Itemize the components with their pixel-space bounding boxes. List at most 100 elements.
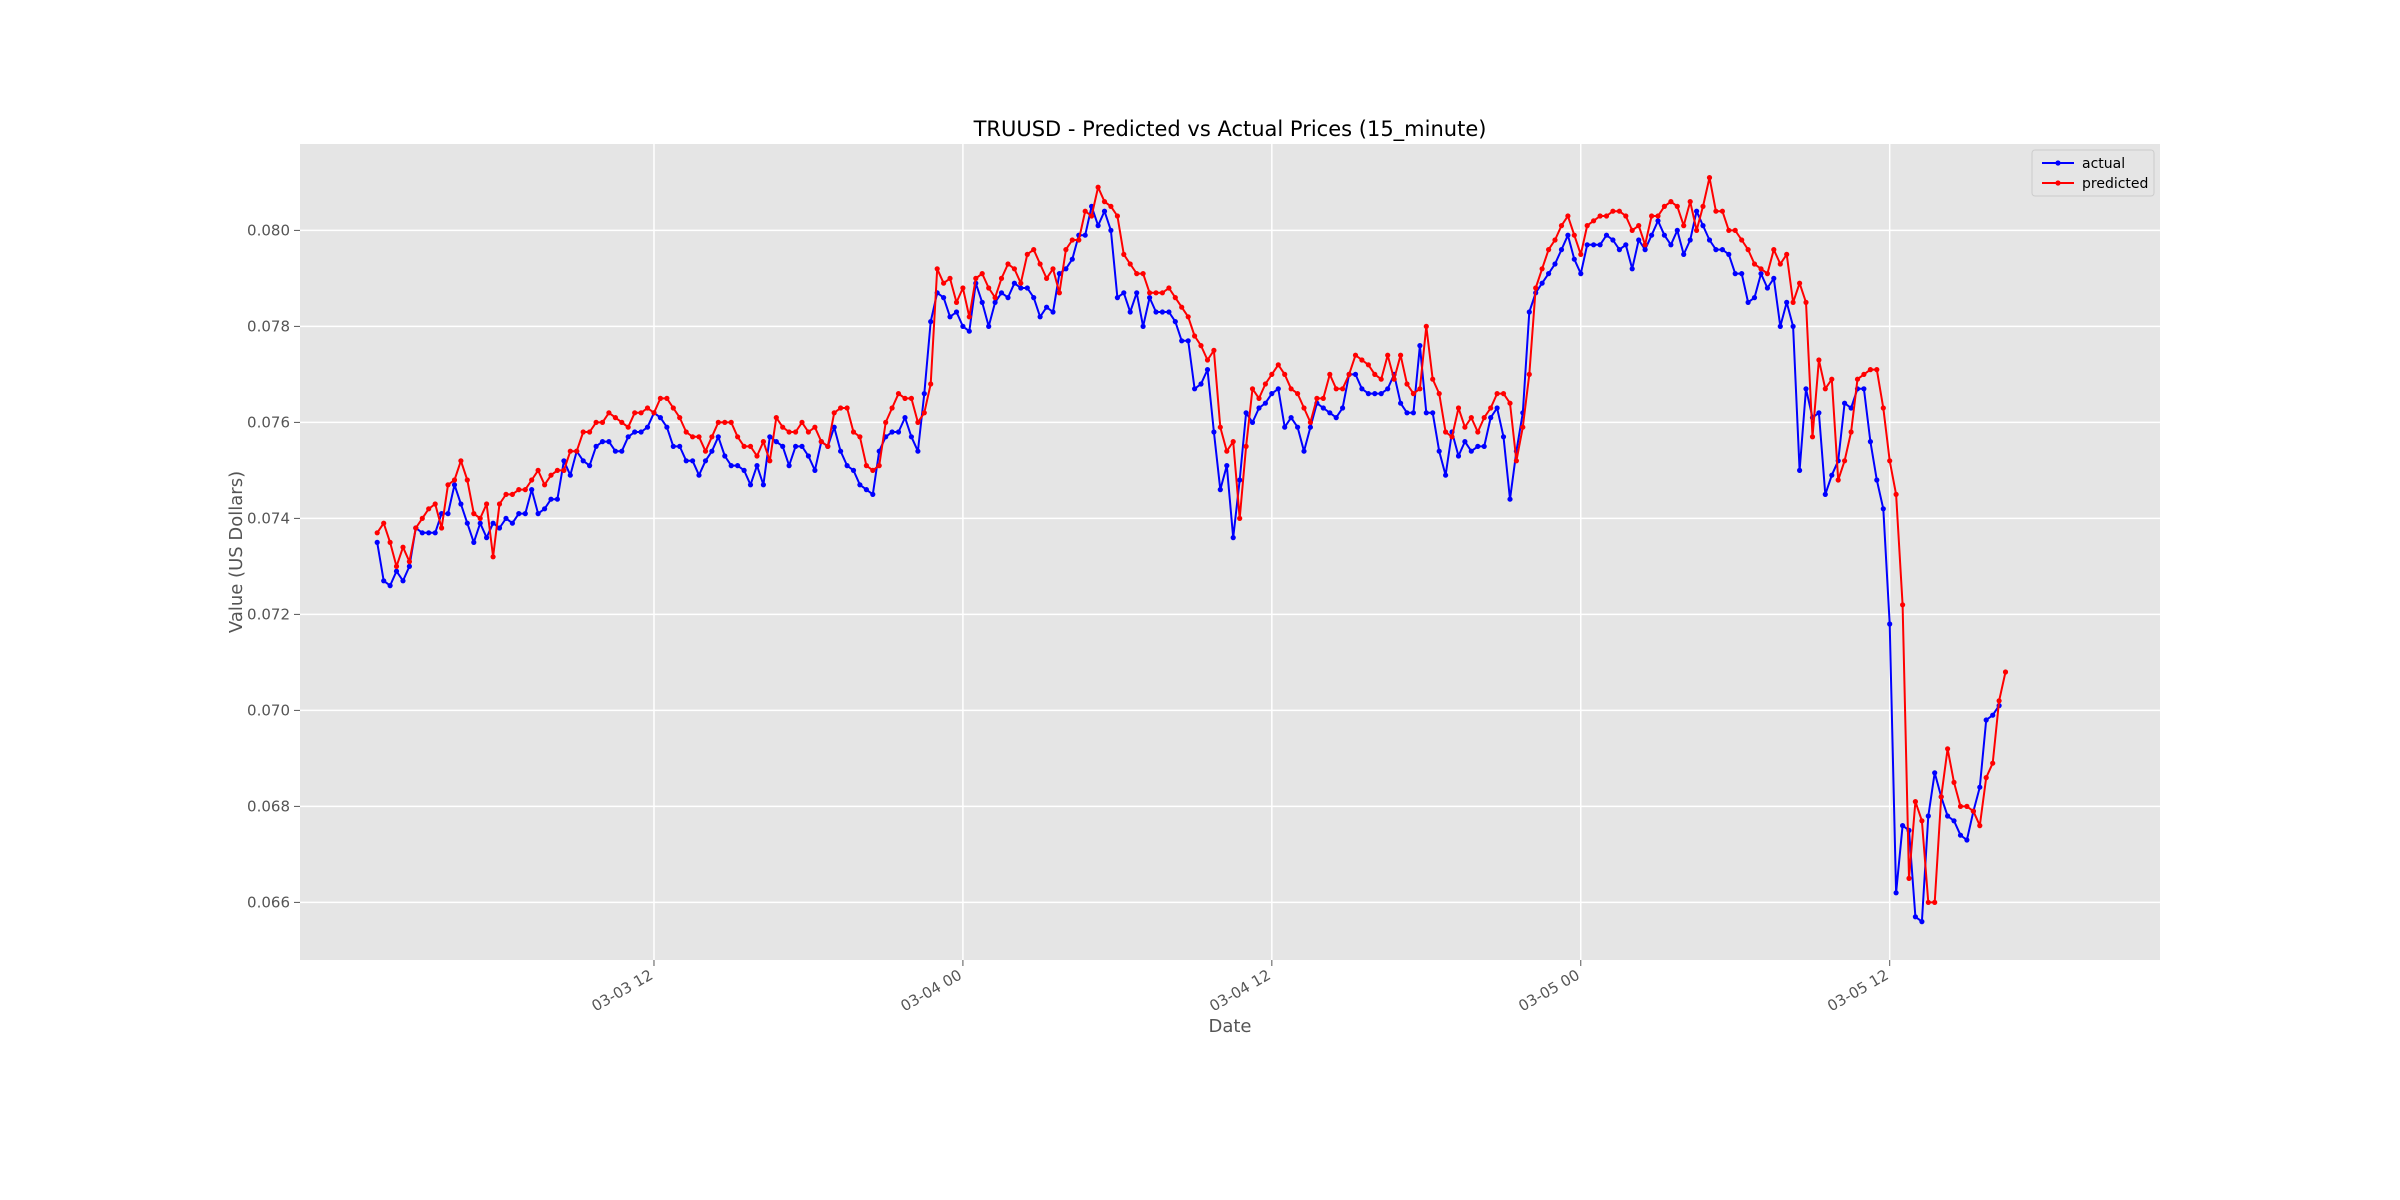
data-point-predicted (1854, 376, 1861, 382)
data-point-predicted (1764, 271, 1770, 277)
data-point-predicted (419, 515, 425, 522)
data-point-predicted (838, 405, 844, 411)
data-point-predicted (1771, 247, 1777, 253)
data-point-actual (915, 448, 921, 454)
data-point-predicted (1359, 357, 1365, 363)
data-point-actual (625, 434, 631, 440)
data-point-predicted (1655, 213, 1661, 219)
data-point-actual (1069, 256, 1075, 262)
data-point-predicted (1700, 203, 1706, 209)
data-point-predicted (690, 434, 696, 440)
data-point-actual (1359, 386, 1365, 392)
data-point-actual (1114, 295, 1120, 301)
data-point-actual (1507, 496, 1513, 502)
data-point-predicted (1520, 424, 1526, 430)
data-point-predicted (509, 491, 515, 497)
data-point-actual (1552, 261, 1558, 267)
data-point-actual (1571, 256, 1577, 262)
data-point-actual (702, 458, 709, 464)
data-point-predicted (1288, 386, 1294, 392)
data-point-predicted (1546, 247, 1552, 253)
data-point-predicted (947, 275, 953, 281)
data-point-actual (1288, 415, 1294, 421)
data-point-predicted (1346, 371, 1352, 377)
data-point-actual (1127, 309, 1133, 315)
data-point-actual (1153, 309, 1159, 315)
data-point-predicted (477, 515, 483, 522)
data-point-actual (1082, 232, 1088, 238)
data-point-actual (1378, 391, 1384, 397)
data-point-actual (928, 319, 934, 325)
data-point-predicted (1082, 208, 1088, 214)
data-point-actual (870, 491, 876, 497)
data-point-predicted (1636, 223, 1642, 229)
data-point-actual (857, 482, 863, 488)
data-point-predicted (921, 410, 927, 416)
data-point-predicted (1243, 443, 1249, 449)
data-point-predicted (1423, 323, 1429, 329)
data-point-actual (1803, 386, 1809, 392)
data-point-predicted (1391, 376, 1397, 382)
data-point-predicted (1069, 237, 1075, 243)
data-point-actual (1423, 410, 1429, 416)
data-point-predicted (548, 472, 554, 478)
data-point-actual (542, 506, 548, 512)
data-point-actual (1488, 415, 1494, 421)
data-point-predicted (928, 381, 934, 387)
data-point-predicted (1275, 362, 1281, 368)
data-point-actual (786, 463, 792, 469)
data-point-predicted (1089, 213, 1095, 219)
data-point-predicted (1996, 698, 2002, 704)
data-point-predicted (381, 520, 387, 526)
data-point-predicted (638, 410, 644, 416)
data-point-predicted (670, 405, 676, 411)
data-point-actual (1951, 818, 1957, 824)
data-point-predicted (1906, 875, 1912, 882)
data-point-actual (979, 299, 985, 305)
legend-label-predicted: predicted (2082, 176, 2148, 192)
data-point-actual (741, 467, 747, 473)
data-point-predicted (1462, 424, 1468, 430)
data-point-predicted (1140, 271, 1146, 277)
data-point-actual (1964, 837, 1970, 843)
data-point-predicted (1719, 208, 1725, 214)
data-point-actual (1024, 285, 1030, 291)
data-point-actual (1217, 487, 1223, 493)
data-point-actual (1764, 285, 1770, 291)
data-point-actual (683, 458, 689, 464)
data-point-predicted (941, 280, 947, 286)
data-point-predicted (1211, 347, 1217, 353)
data-point-predicted (812, 424, 818, 430)
data-point-actual (1462, 439, 1468, 445)
data-point-predicted (677, 415, 683, 421)
data-point-actual (1912, 914, 1918, 920)
data-point-actual (908, 434, 915, 440)
data-point-actual (1443, 472, 1449, 478)
data-point-predicted (1185, 314, 1191, 320)
data-point-actual (1031, 295, 1037, 301)
data-point-actual (1745, 299, 1751, 305)
data-point-predicted (580, 429, 586, 435)
y-tick-label: 0.066 (247, 893, 290, 911)
data-point-predicted (992, 295, 998, 301)
data-point-actual (522, 510, 528, 517)
data-point-predicted (1417, 386, 1423, 392)
data-point-predicted (1674, 203, 1680, 209)
data-point-predicted (587, 429, 593, 435)
data-point-actual (690, 458, 696, 464)
data-point-actual (1797, 467, 1803, 473)
data-point-predicted (1217, 424, 1223, 430)
data-point-predicted (1314, 395, 1320, 401)
data-point-actual (1108, 227, 1114, 233)
y-tick-label: 0.074 (247, 509, 290, 527)
data-point-predicted (464, 477, 470, 483)
data-point-actual (747, 482, 754, 488)
data-point-actual (632, 429, 638, 435)
data-point-predicted (883, 419, 889, 425)
data-point-actual (1455, 453, 1462, 459)
data-point-actual (1198, 381, 1204, 387)
data-point-actual (1262, 400, 1268, 406)
data-point-predicted (683, 429, 689, 435)
series-predicted (374, 175, 2009, 906)
data-point-predicted (612, 415, 619, 421)
